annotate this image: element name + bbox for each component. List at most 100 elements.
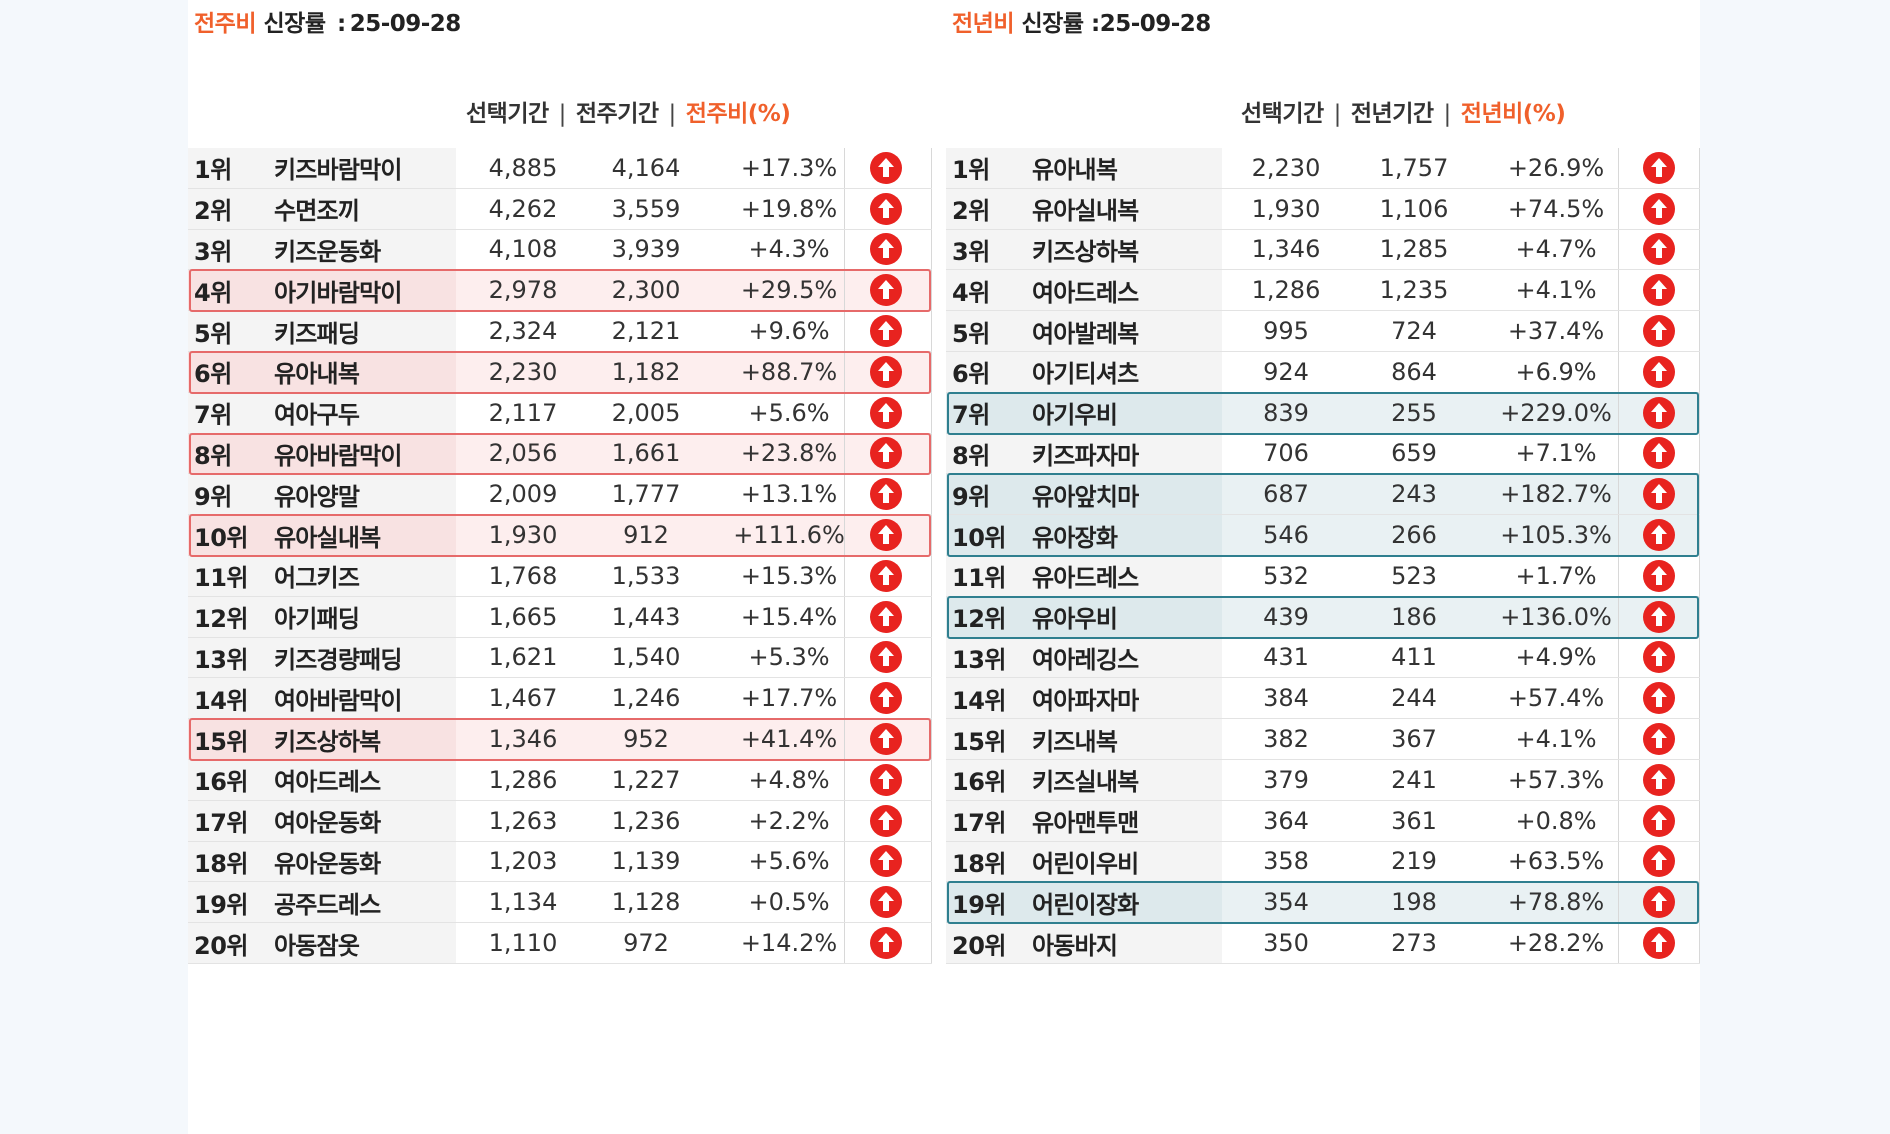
table-row: 3위 키즈운동화 4,108 3,939 +4.3% — [188, 229, 932, 271]
selected-period-value: 924 — [1263, 357, 1309, 386]
category-name: 아기바람막이 — [274, 278, 402, 307]
table-border — [1699, 719, 1700, 759]
table-row: 8위 유아바람막이 2,056 1,661 +23.8% — [188, 433, 932, 475]
previous-period-value: 2,005 — [611, 398, 681, 427]
trend-cell — [1618, 148, 1700, 188]
table-row: 12위 유아우비 439 186 +136.0% — [946, 596, 1700, 638]
column-divider — [1618, 759, 1619, 800]
table-row: 7위 아기우비 839 255 +229.0% — [946, 392, 1700, 434]
header-divider: | — [558, 101, 567, 127]
label-cell-bg — [946, 148, 1222, 188]
previous-period-value: 1,236 — [611, 806, 681, 835]
trend-cell — [853, 189, 919, 229]
table-border — [931, 678, 932, 719]
table-row: 16위 여아드레스 1,286 1,227 +4.8% — [188, 759, 932, 801]
table-row: 18위 어린이우비 358 219 +63.5% — [946, 841, 1700, 883]
previous-period-value: 244 — [1391, 684, 1437, 713]
table-row: 11위 어그키즈 1,768 1,533 +15.3% — [188, 555, 932, 597]
previous-period-value: 367 — [1391, 725, 1437, 754]
table-border — [1699, 800, 1700, 841]
up-arrow-circle-icon — [1643, 723, 1675, 756]
table-row: 1위 키즈바람막이 4,885 4,164 +17.3% — [188, 148, 932, 189]
table-border — [931, 270, 932, 311]
table-border — [1699, 311, 1700, 351]
growth-percent: +4.9% — [1515, 643, 1597, 672]
table-border — [1699, 759, 1700, 800]
table-row: 13위 키즈경량패딩 1,621 1,540 +5.3% — [188, 637, 932, 679]
previous-period-value: 2,300 — [611, 276, 681, 305]
label-cell-bg — [188, 515, 456, 555]
growth-percent: +105.3% — [1500, 521, 1612, 550]
label-cell-bg — [188, 800, 456, 841]
category-name: 유아드레스 — [1032, 564, 1139, 593]
column-divider — [844, 474, 845, 515]
column-divider — [1618, 555, 1619, 596]
rank-label: 7위 — [952, 401, 990, 430]
selected-period-value: 839 — [1263, 398, 1309, 427]
category-name: 여아드레스 — [274, 768, 381, 797]
table-border — [931, 351, 932, 392]
selected-period-value: 1,467 — [488, 684, 558, 713]
up-arrow-circle-icon — [1643, 600, 1675, 633]
trend-cell — [853, 148, 919, 188]
column-divider — [844, 229, 845, 270]
table-border — [1699, 515, 1700, 555]
column-divider — [844, 188, 845, 229]
previous-period-value: 243 — [1391, 480, 1437, 509]
table-border — [1699, 148, 1700, 188]
category-name: 어그키즈 — [274, 564, 360, 593]
table-border — [1699, 270, 1700, 311]
growth-percent: +4.3% — [748, 235, 830, 264]
table-border — [931, 882, 932, 923]
table-border — [931, 311, 932, 351]
selected-period-value: 382 — [1263, 725, 1309, 754]
trend-cell — [853, 311, 919, 351]
selected-period-value: 706 — [1263, 439, 1309, 468]
rank-label: 10위 — [952, 523, 1006, 552]
label-cell-bg — [188, 923, 456, 963]
trend-cell — [853, 923, 919, 963]
previous-period-value: 186 — [1391, 602, 1437, 631]
up-arrow-circle-icon — [1643, 804, 1675, 837]
header-prev-period: 전주기간 — [575, 101, 659, 127]
table-border — [931, 474, 932, 515]
column-divider — [1618, 433, 1619, 474]
up-arrow-circle-icon — [870, 151, 902, 184]
table-row: 5위 키즈패딩 2,324 2,121 +9.6% — [188, 311, 932, 352]
selected-period-value: 532 — [1263, 561, 1309, 590]
table-row: 20위 아동바지 350 273 +28.2% — [946, 923, 1700, 964]
trend-cell — [853, 842, 919, 882]
up-arrow-circle-icon — [870, 437, 902, 470]
table-row: 14위 여아바람막이 1,467 1,246 +17.7% — [188, 678, 932, 720]
rank-label: 19위 — [952, 890, 1006, 919]
trend-cell — [853, 719, 919, 759]
up-arrow-circle-icon — [870, 600, 902, 633]
previous-period-value: 912 — [623, 521, 669, 550]
growth-percent: +15.4% — [740, 602, 838, 631]
previous-period-value: 1,777 — [611, 480, 681, 509]
rank-label: 13위 — [194, 645, 248, 674]
table-row: 6위 아기티셔츠 924 864 +6.9% — [946, 351, 1700, 393]
label-cell-bg — [946, 678, 1222, 719]
previous-period-value: 1,182 — [611, 357, 681, 386]
table-row: 4위 아기바람막이 2,978 2,300 +29.5% — [188, 270, 932, 312]
previous-period-value: 864 — [1391, 357, 1437, 386]
table-border — [931, 148, 932, 188]
rank-label: 12위 — [194, 605, 248, 634]
weekly-growth-panel: 전주비 신장률 :25-09-28 선택기간 | 전주기간 | 전주비(%) 1위 키즈바… — [188, 0, 932, 1134]
label-cell-bg — [946, 923, 1222, 963]
previous-period-value: 972 — [623, 929, 669, 958]
ranking-table: 1위 키즈바람막이 4,885 4,164 +17.3% 2위 수면조끼 4,262 3,559… — [188, 148, 932, 964]
header-divider: | — [668, 101, 677, 127]
category-name: 키즈경량패딩 — [274, 645, 402, 674]
table-border — [1699, 841, 1700, 882]
selected-period-value: 687 — [1263, 480, 1309, 509]
table-border — [931, 719, 932, 759]
label-cell-bg — [188, 555, 456, 596]
category-name: 여아파자마 — [1032, 686, 1139, 715]
category-name: 키즈파자마 — [1032, 441, 1139, 470]
category-name: 어린이장화 — [1032, 890, 1139, 919]
column-divider — [1618, 882, 1619, 923]
up-arrow-circle-icon — [870, 233, 902, 266]
previous-period-value: 3,559 — [611, 194, 681, 223]
